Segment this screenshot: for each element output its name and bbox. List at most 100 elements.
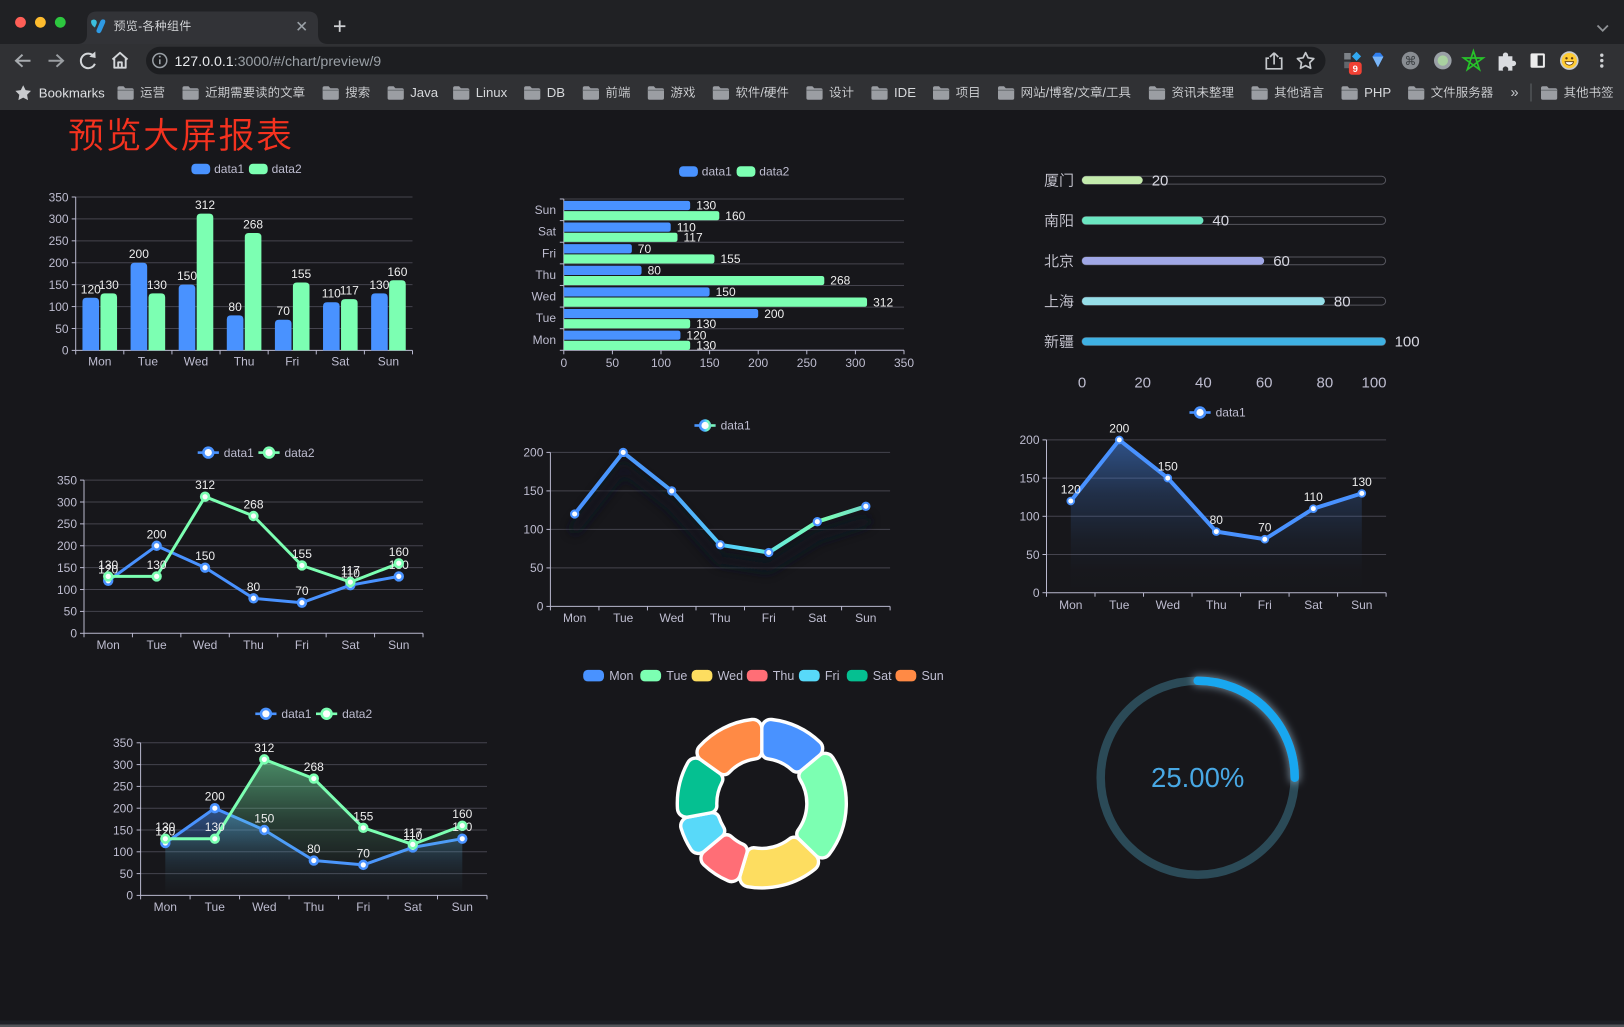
svg-text:155: 155 <box>353 809 373 823</box>
svg-text:Wed: Wed <box>659 611 683 625</box>
svg-text:150: 150 <box>195 549 215 563</box>
svg-text:Fri: Fri <box>295 638 309 652</box>
svg-text:Sun: Sun <box>452 900 473 914</box>
svg-text:70: 70 <box>277 304 291 318</box>
svg-text:250: 250 <box>49 234 69 248</box>
svg-text:50: 50 <box>120 867 134 881</box>
svg-text:Sun: Sun <box>855 611 876 625</box>
svg-text:0: 0 <box>1033 586 1040 600</box>
svg-text:150: 150 <box>700 356 720 370</box>
svg-text:150: 150 <box>1019 471 1039 485</box>
svg-text:Thu: Thu <box>773 669 795 683</box>
svg-text:150: 150 <box>1158 460 1178 474</box>
svg-text:160: 160 <box>725 209 745 223</box>
svg-text:100: 100 <box>49 300 69 314</box>
svg-text:Java: Java <box>410 85 439 100</box>
svg-text:312: 312 <box>873 295 893 309</box>
svg-text:130: 130 <box>99 278 119 292</box>
svg-text:0: 0 <box>537 600 544 614</box>
svg-text:268: 268 <box>830 274 850 288</box>
svg-text:PHP: PHP <box>1364 85 1391 100</box>
svg-text:Fri: Fri <box>762 611 776 625</box>
svg-text:Sun: Sun <box>922 669 944 683</box>
svg-text:data2: data2 <box>272 162 302 176</box>
svg-text:Thu: Thu <box>535 268 556 282</box>
svg-text:data1: data1 <box>721 419 751 433</box>
svg-text:130: 130 <box>147 278 167 292</box>
svg-text:120: 120 <box>155 825 175 839</box>
svg-text:120: 120 <box>98 562 118 576</box>
svg-text:200: 200 <box>205 790 225 804</box>
svg-text:Fri: Fri <box>356 900 370 914</box>
svg-text:Tue: Tue <box>205 900 226 914</box>
svg-text:data2: data2 <box>285 446 315 460</box>
svg-text:Sat: Sat <box>538 225 557 239</box>
svg-text:0: 0 <box>1078 375 1086 392</box>
svg-text:Linux: Linux <box>476 85 508 100</box>
svg-text:Thu: Thu <box>303 900 324 914</box>
svg-text:Wed: Wed <box>184 355 208 369</box>
svg-text:117: 117 <box>403 826 422 840</box>
svg-text:130: 130 <box>98 558 118 572</box>
svg-text:70: 70 <box>1258 521 1272 535</box>
svg-text:Fri: Fri <box>542 246 556 260</box>
svg-text:Thu: Thu <box>234 355 255 369</box>
svg-text:110: 110 <box>341 567 360 581</box>
svg-text:117: 117 <box>341 564 360 578</box>
svg-text:Mon: Mon <box>563 611 586 625</box>
svg-text:Mon: Mon <box>88 355 111 369</box>
svg-text:data1: data1 <box>1216 406 1246 420</box>
svg-text:/: / <box>1074 86 1078 100</box>
svg-text:Sat: Sat <box>808 611 827 625</box>
svg-text:80: 80 <box>1317 375 1334 392</box>
svg-text:40: 40 <box>1212 213 1229 230</box>
svg-text:117: 117 <box>684 231 703 245</box>
svg-text:250: 250 <box>797 356 817 370</box>
svg-text:150: 150 <box>113 823 133 837</box>
svg-text:Thu: Thu <box>710 611 731 625</box>
svg-text:Fri: Fri <box>1258 598 1272 612</box>
svg-text:200: 200 <box>57 539 77 553</box>
svg-text:-: - <box>138 19 142 33</box>
svg-text:130: 130 <box>1352 475 1372 489</box>
svg-text:200: 200 <box>49 256 69 270</box>
svg-text:268: 268 <box>243 217 263 231</box>
svg-text:80: 80 <box>307 842 321 856</box>
svg-text:20: 20 <box>1134 375 1151 392</box>
svg-text:60: 60 <box>1256 375 1273 392</box>
svg-text:60: 60 <box>1273 253 1290 270</box>
svg-text:130: 130 <box>696 339 716 353</box>
svg-text:150: 150 <box>57 561 77 575</box>
svg-text:200: 200 <box>1019 433 1039 447</box>
svg-text:120: 120 <box>81 282 101 296</box>
svg-text:350: 350 <box>57 473 77 487</box>
svg-text:Thu: Thu <box>243 638 264 652</box>
svg-text:Mon: Mon <box>97 638 120 652</box>
svg-text:250: 250 <box>57 517 77 531</box>
svg-text:110: 110 <box>677 220 696 234</box>
svg-text:100: 100 <box>57 583 77 597</box>
svg-text:Wed: Wed <box>718 669 744 683</box>
svg-text:127.0.0.1:3000/#/chart/preview: 127.0.0.1:3000/#/chart/preview/9 <box>175 54 382 70</box>
svg-text:Sun: Sun <box>1351 598 1372 612</box>
svg-text:100: 100 <box>651 356 671 370</box>
svg-text:80: 80 <box>1210 513 1224 527</box>
svg-text:Sun: Sun <box>378 355 399 369</box>
svg-text:160: 160 <box>452 807 472 821</box>
svg-text:70: 70 <box>638 242 652 256</box>
svg-text:Tue: Tue <box>666 669 687 683</box>
svg-text:Sun: Sun <box>535 203 556 217</box>
svg-text:0: 0 <box>70 627 77 641</box>
svg-text:160: 160 <box>389 545 409 559</box>
svg-text:130: 130 <box>369 278 389 292</box>
svg-text:130: 130 <box>205 820 225 834</box>
svg-text:100: 100 <box>1019 510 1039 524</box>
svg-text:268: 268 <box>243 498 263 512</box>
svg-text:Sat: Sat <box>331 355 350 369</box>
svg-text:117: 117 <box>340 284 359 298</box>
svg-text:»: » <box>1511 85 1519 101</box>
svg-text:data1: data1 <box>281 707 311 721</box>
svg-text:130: 130 <box>155 820 175 834</box>
svg-text:150: 150 <box>177 269 197 283</box>
svg-text:100: 100 <box>1361 375 1386 392</box>
